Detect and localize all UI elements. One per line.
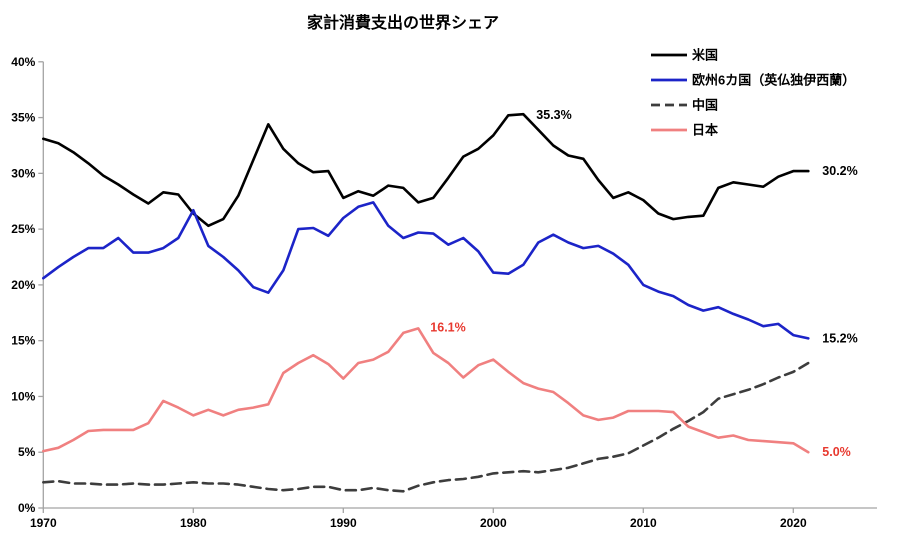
x-tick-label: 2020 <box>780 516 807 530</box>
annotation-152: 15.2% <box>822 331 857 345</box>
y-tick-label: 15% <box>11 334 35 348</box>
y-tick-label: 5% <box>18 445 36 459</box>
chart-title: 家計消費支出の世界シェア <box>307 13 499 32</box>
y-tick-label: 20% <box>11 278 35 292</box>
legend-item-europe6: 欧州6カ国（英仏独伊西蘭） <box>651 73 855 88</box>
legend-label-japan: 日本 <box>692 123 718 138</box>
series-line-europe6 <box>41 201 810 340</box>
legend-label-europe6: 欧州6カ国（英仏独伊西蘭） <box>692 73 855 88</box>
legend-item-us: 米国 <box>651 48 718 63</box>
axes: 0% 5% 10% 15% 20% 25% 30% 35% 40% 1970 1980 1990 200… <box>11 55 877 530</box>
y-tick-label: 0% <box>18 501 36 515</box>
x-tick-label: 1970 <box>30 516 57 530</box>
annotation-50: 5.0% <box>822 445 851 459</box>
x-tick-label: 1980 <box>180 516 207 530</box>
legend-label-us: 米国 <box>692 48 718 63</box>
x-tick-label: 1990 <box>330 516 357 530</box>
legend-item-japan: 日本 <box>651 123 718 138</box>
x-tick-label: 2000 <box>480 516 507 530</box>
legend-item-china: 中国 <box>651 98 718 113</box>
annotation-302: 30.2% <box>822 164 857 178</box>
annotation-161: 16.1% <box>430 320 465 334</box>
annotations: 35.3% 30.2% 15.2% 16.1% 5.0% <box>430 108 857 459</box>
series-line-japan <box>41 327 810 454</box>
series-lines <box>41 112 810 493</box>
series-line-china <box>41 361 810 493</box>
x-tick-label: 2010 <box>630 516 657 530</box>
annotation-353: 35.3% <box>536 108 571 122</box>
y-tick-label: 10% <box>11 389 35 403</box>
y-tick-label: 30% <box>11 166 35 180</box>
y-tick-label: 25% <box>11 222 35 236</box>
legend-label-china: 中国 <box>692 98 718 113</box>
y-tick-label: 35% <box>11 111 35 125</box>
series-line-us <box>41 112 810 228</box>
y-tick-label: 40% <box>11 55 35 69</box>
